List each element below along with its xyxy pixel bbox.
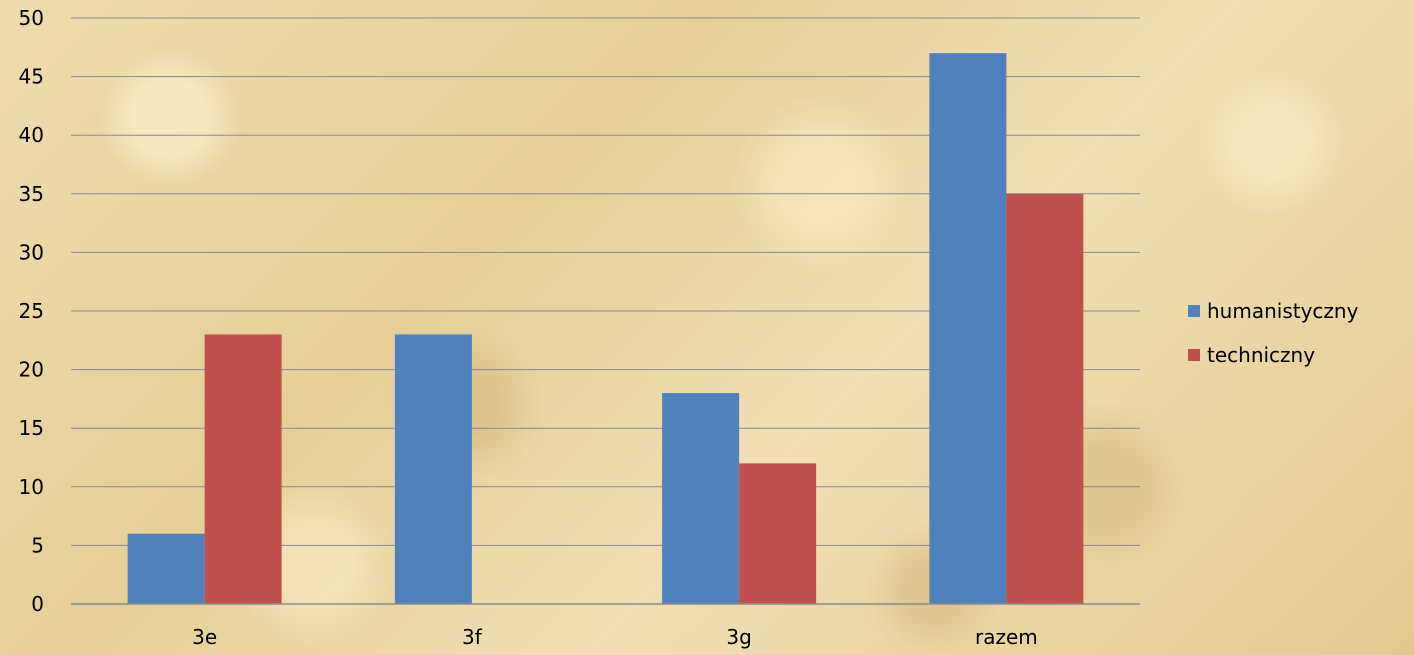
x-tick-label: 3f bbox=[462, 625, 483, 649]
y-tick-label: 50 bbox=[19, 6, 44, 30]
legend-label: humanistyczny bbox=[1207, 299, 1359, 323]
bars bbox=[127, 53, 1084, 605]
y-tick-label: 15 bbox=[19, 416, 44, 440]
y-tick-label: 35 bbox=[19, 182, 44, 206]
bar-techniczny-3g bbox=[739, 463, 817, 604]
legend-label: techniczny bbox=[1207, 343, 1315, 367]
y-tick-label: 10 bbox=[19, 475, 44, 499]
bar-humanistyczny-3e bbox=[127, 533, 205, 604]
y-tick-label: 20 bbox=[19, 358, 44, 382]
y-tick-label: 40 bbox=[19, 123, 44, 147]
x-axis-ticks: 3e 3f 3g razem bbox=[192, 625, 1038, 649]
legend: humanistyczny techniczny bbox=[1188, 299, 1359, 367]
bar-humanistyczny-3f bbox=[394, 334, 472, 604]
bar-techniczny-3e bbox=[204, 334, 282, 604]
y-tick-label: 5 bbox=[31, 533, 44, 557]
bar-humanistyczny-razem bbox=[929, 53, 1007, 605]
y-tick-label: 0 bbox=[31, 592, 44, 616]
x-tick-label: razem bbox=[975, 625, 1038, 649]
y-tick-label: 25 bbox=[19, 299, 44, 323]
legend-swatch bbox=[1188, 349, 1200, 361]
bar-humanistyczny-3g bbox=[662, 393, 740, 604]
legend-swatch bbox=[1188, 305, 1200, 317]
x-tick-label: 3e bbox=[192, 625, 217, 649]
x-tick-label: 3g bbox=[726, 625, 751, 649]
y-axis-ticks: 0 5 10 15 20 25 30 35 40 45 50 bbox=[19, 6, 44, 616]
y-tick-label: 30 bbox=[19, 240, 44, 264]
bar-techniczny-razem bbox=[1006, 193, 1084, 605]
y-tick-label: 45 bbox=[19, 65, 44, 89]
